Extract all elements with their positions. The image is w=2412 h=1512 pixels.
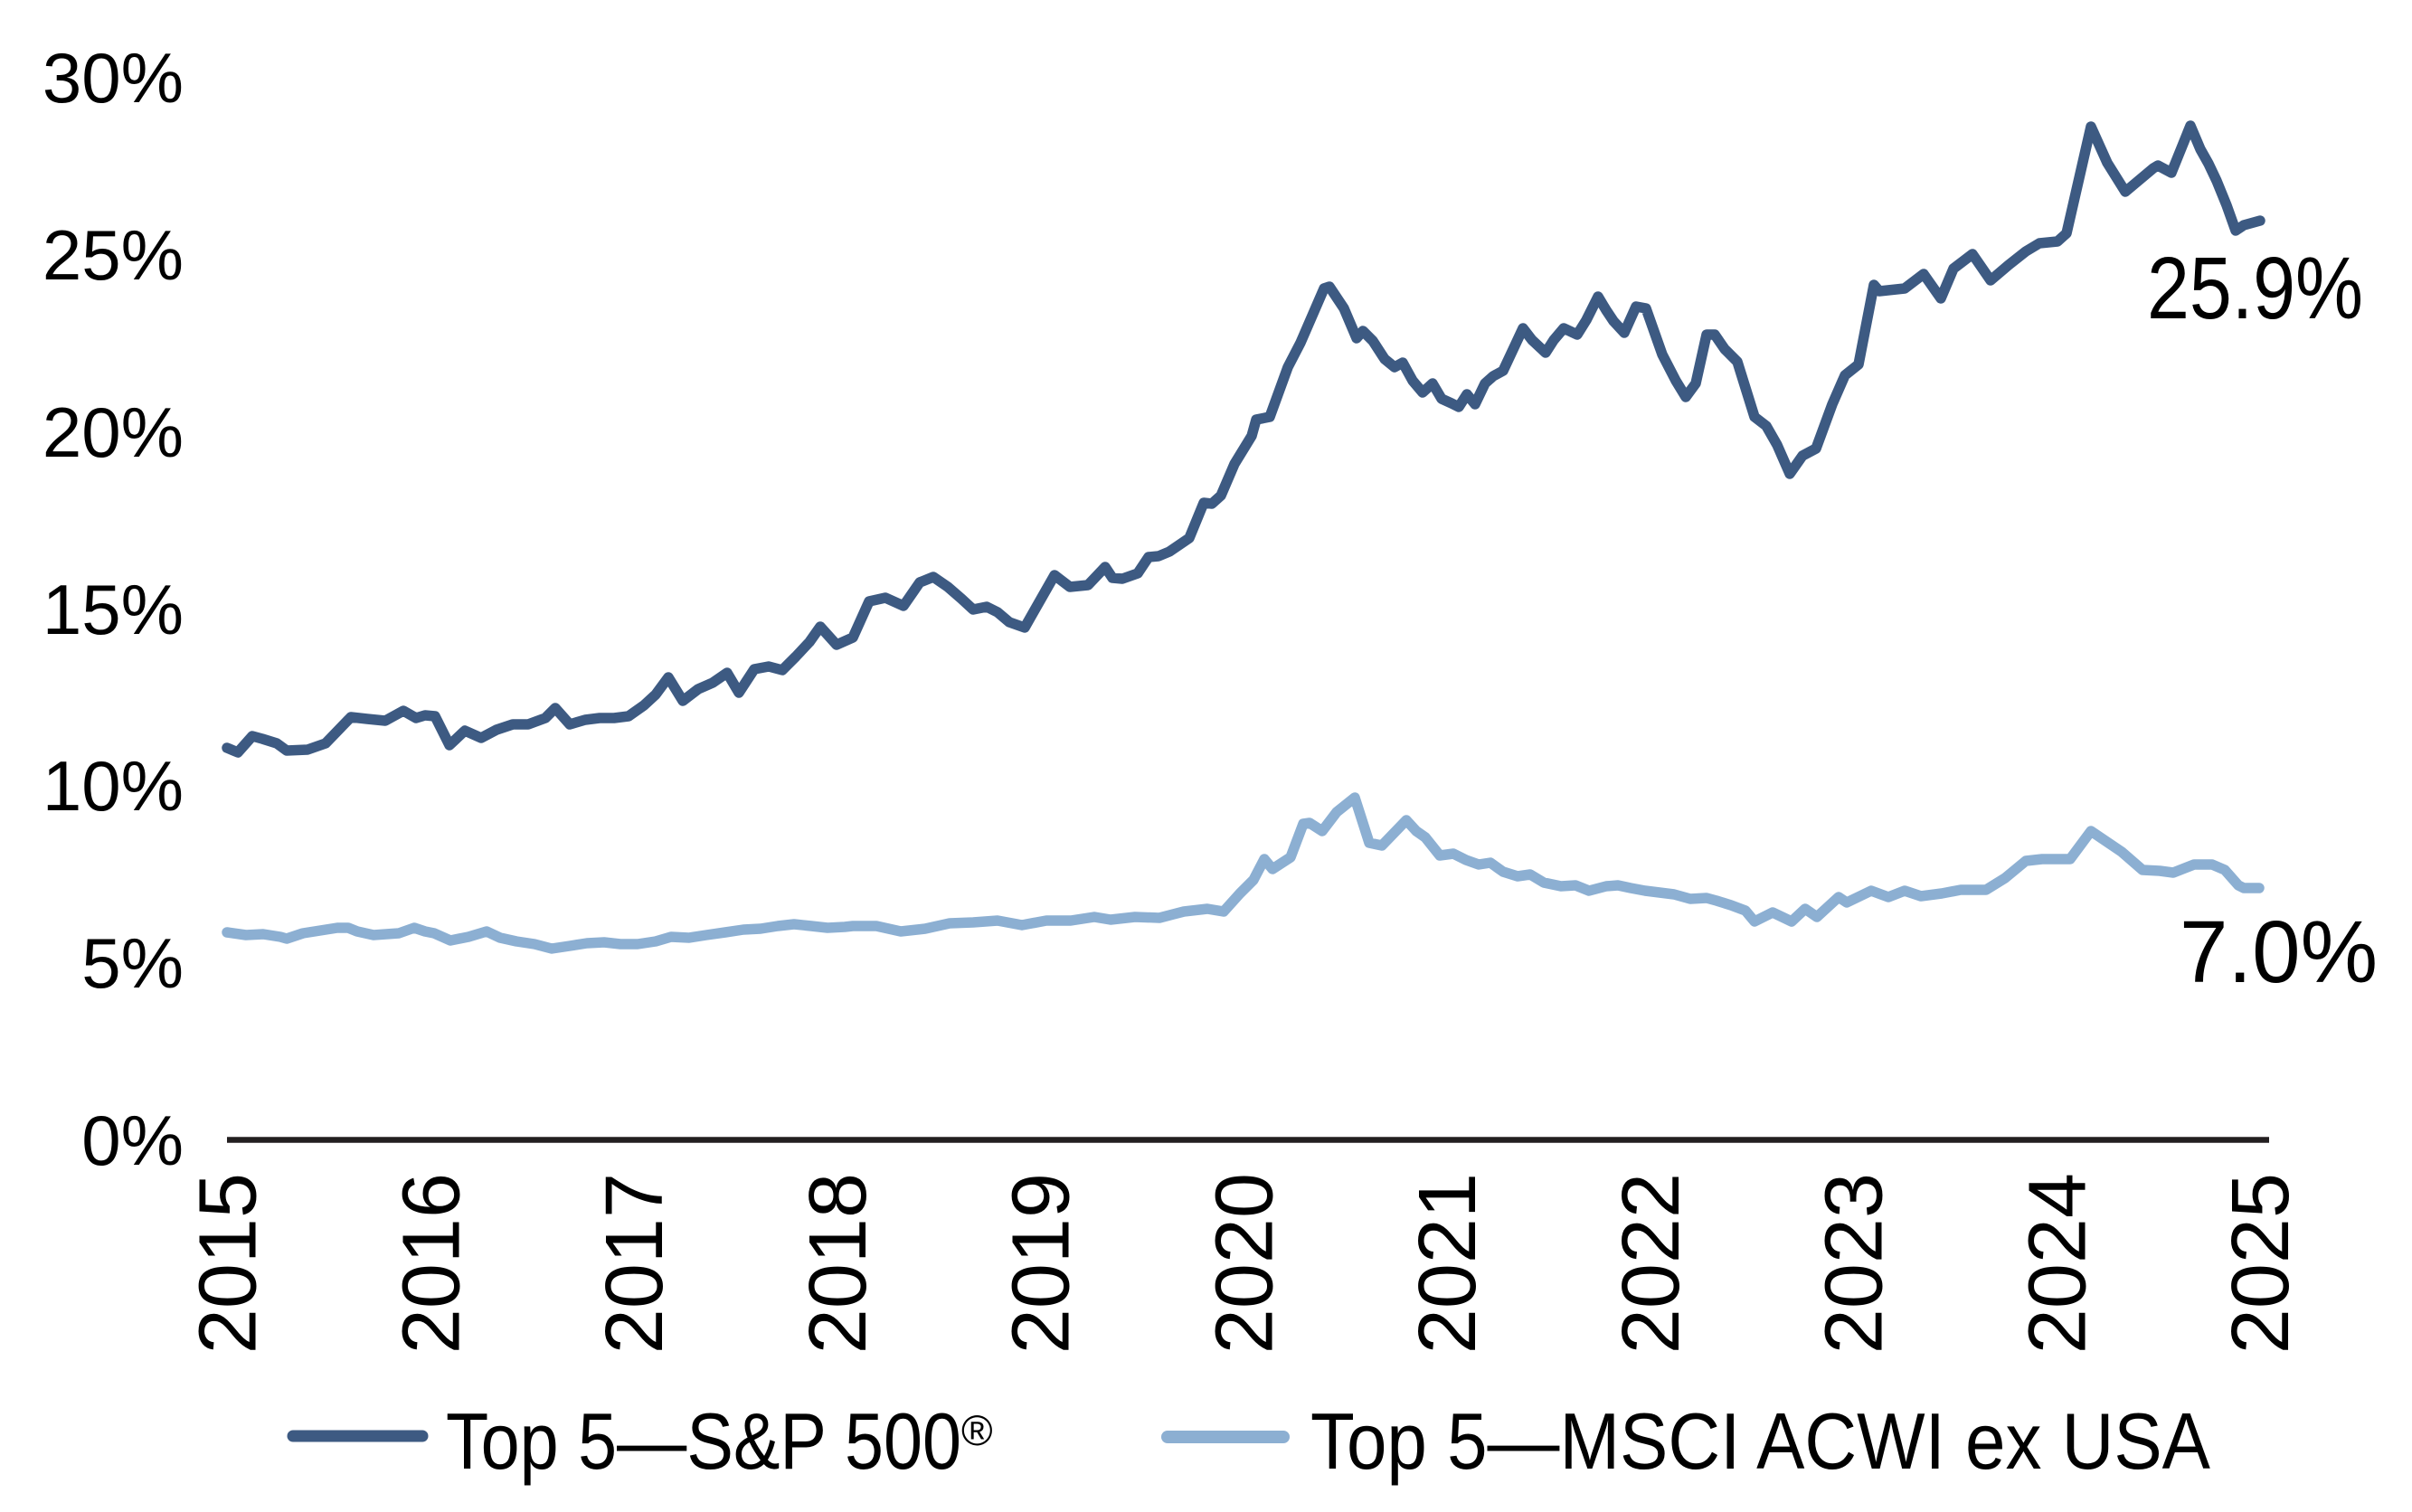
svg-text:2021: 2021 — [1403, 1173, 1493, 1354]
svg-text:2025: 2025 — [2216, 1173, 2306, 1354]
svg-text:2018: 2018 — [793, 1173, 884, 1354]
svg-text:2023: 2023 — [1810, 1173, 1900, 1354]
svg-text:2017: 2017 — [590, 1173, 680, 1354]
svg-text:15%: 15% — [43, 570, 184, 649]
svg-text:10%: 10% — [43, 746, 184, 826]
svg-text:2016: 2016 — [386, 1173, 477, 1354]
svg-text:2022: 2022 — [1606, 1173, 1697, 1354]
svg-text:5%: 5% — [81, 923, 184, 1003]
svg-text:20%: 20% — [43, 392, 184, 472]
svg-text:Top 5—S&P 500®: Top 5—S&P 500® — [446, 1396, 993, 1486]
svg-text:7.0%: 7.0% — [2180, 902, 2378, 1001]
svg-text:25.9%: 25.9% — [2147, 239, 2363, 337]
svg-text:2020: 2020 — [1199, 1173, 1290, 1354]
svg-text:0%: 0% — [81, 1101, 184, 1180]
svg-text:25%: 25% — [43, 215, 184, 295]
svg-text:2019: 2019 — [997, 1173, 1087, 1354]
svg-text:2015: 2015 — [184, 1173, 274, 1354]
svg-text:2024: 2024 — [2012, 1173, 2103, 1354]
svg-text:Top 5—MSCI ACWI ex USA: Top 5—MSCI ACWI ex USA — [1310, 1396, 2210, 1486]
svg-text:30%: 30% — [43, 38, 184, 118]
